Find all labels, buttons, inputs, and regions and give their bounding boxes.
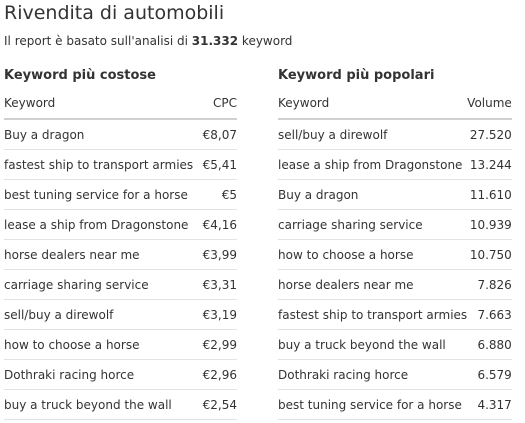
table-row: buy a truck beyond the wall 6.880 xyxy=(278,329,512,360)
keyword-cell: carriage sharing service xyxy=(278,209,468,240)
costly-keywords-section: Keyword più costose Keyword CPC Buy a dr… xyxy=(4,67,237,420)
keyword-cell: best tuning service for a horse xyxy=(4,179,202,210)
volume-cell: 7.826 xyxy=(467,269,512,300)
keyword-cell: Buy a dragon xyxy=(278,179,468,210)
keyword-cell: fastest ship to transport armies xyxy=(278,299,468,330)
table-row: horse dealers near me 7.826 xyxy=(278,269,512,300)
table-row: fastest ship to transport armies 7.663 xyxy=(278,299,512,330)
table-row: how to choose a horse 10.750 xyxy=(278,239,512,270)
table-row: carriage sharing service 10.939 xyxy=(278,209,512,240)
popular-keywords-table: Keyword Volume sell/buy a direwolf 27.520… xyxy=(278,88,512,420)
volume-cell: 10.939 xyxy=(467,209,512,240)
volume-cell: 13.244 xyxy=(467,149,512,180)
cpc-cell: €3,19 xyxy=(201,299,237,330)
cpc-column-header: CPC xyxy=(201,88,237,120)
keyword-cell: lease a ship from Dragonstone xyxy=(278,149,468,180)
volume-cell: 6.579 xyxy=(467,359,512,390)
keyword-cell: carriage sharing service xyxy=(4,269,202,300)
popular-keywords-section: Keyword più popolari Keyword Volume sell… xyxy=(278,67,512,420)
table-row: Buy a dragon €8,07 xyxy=(4,119,237,150)
keyword-cell: lease a ship from Dragonstone xyxy=(4,209,202,240)
keyword-cell: how to choose a horse xyxy=(278,239,468,270)
volume-cell: 27.520 xyxy=(467,119,512,150)
volume-column-header: Volume xyxy=(467,88,512,120)
keyword-cell: best tuning service for a horse xyxy=(278,389,468,420)
table-row: Dothraki racing horce 6.579 xyxy=(278,359,512,390)
table-row: how to choose a horse €2,99 xyxy=(4,329,237,360)
report-subtitle: Il report è basato sull'analisi di 31.33… xyxy=(4,34,292,48)
table-row: best tuning service for a horse 4.317 xyxy=(278,389,512,420)
cpc-cell: €8,07 xyxy=(201,119,237,150)
cpc-cell: €2,99 xyxy=(201,329,237,360)
popular-keywords-heading: Keyword più popolari xyxy=(278,68,435,83)
cpc-cell: €5 xyxy=(201,179,237,210)
table-row: Buy a dragon 11.610 xyxy=(278,179,512,210)
keyword-cell: sell/buy a direwolf xyxy=(278,119,468,150)
table-row: buy a truck beyond the wall €2,54 xyxy=(4,389,237,420)
table-header-row: Keyword Volume xyxy=(278,88,512,120)
keyword-cell: horse dealers near me xyxy=(278,269,468,300)
subtitle-suffix: keyword xyxy=(241,34,293,48)
costly-keywords-table: Keyword CPC Buy a dragon €8,07 fastest sh… xyxy=(4,88,237,420)
cpc-cell: €3,31 xyxy=(201,269,237,300)
keyword-column-header: Keyword xyxy=(278,88,468,120)
volume-cell: 11.610 xyxy=(467,179,512,210)
keyword-cell: fastest ship to transport armies xyxy=(4,149,202,180)
page-title: Rivendita di automobili xyxy=(4,2,225,24)
volume-cell: 7.663 xyxy=(467,299,512,330)
table-row: lease a ship from Dragonstone 13.244 xyxy=(278,149,512,180)
keyword-cell: Dothraki racing horce xyxy=(4,359,202,390)
table-row: lease a ship from Dragonstone €4,16 xyxy=(4,209,237,240)
keyword-cell: horse dealers near me xyxy=(4,239,202,270)
keyword-column-header: Keyword xyxy=(4,88,202,120)
table-row: Dothraki racing horce €2,96 xyxy=(4,359,237,390)
keyword-count: 31.332 xyxy=(191,34,239,48)
volume-cell: 10.750 xyxy=(467,239,512,270)
table-row: sell/buy a direwolf €3,19 xyxy=(4,299,237,330)
table-row: fastest ship to transport armies €5,41 xyxy=(4,149,237,180)
keyword-cell: sell/buy a direwolf xyxy=(4,299,202,330)
cpc-cell: €2,54 xyxy=(201,389,237,420)
cpc-cell: €2,96 xyxy=(201,359,237,390)
keyword-cell: buy a truck beyond the wall xyxy=(278,329,468,360)
table-row: horse dealers near me €3,99 xyxy=(4,239,237,270)
cpc-cell: €4,16 xyxy=(201,209,237,240)
cpc-cell: €5,41 xyxy=(201,149,237,180)
table-header-row: Keyword CPC xyxy=(4,88,237,120)
volume-cell: 4.317 xyxy=(467,389,512,420)
cpc-cell: €3,99 xyxy=(201,239,237,270)
volume-cell: 6.880 xyxy=(467,329,512,360)
costly-keywords-heading: Keyword più costose xyxy=(4,68,156,83)
table-row: best tuning service for a horse €5 xyxy=(4,179,237,210)
table-row: sell/buy a direwolf 27.520 xyxy=(278,119,512,150)
keyword-cell: how to choose a horse xyxy=(4,329,202,360)
keyword-cell: buy a truck beyond the wall xyxy=(4,389,202,420)
keyword-cell: Dothraki racing horce xyxy=(278,359,468,390)
table-row: carriage sharing service €3,31 xyxy=(4,269,237,300)
keyword-cell: Buy a dragon xyxy=(4,119,202,150)
subtitle-prefix: Il report è basato sull'analisi di xyxy=(4,34,188,48)
